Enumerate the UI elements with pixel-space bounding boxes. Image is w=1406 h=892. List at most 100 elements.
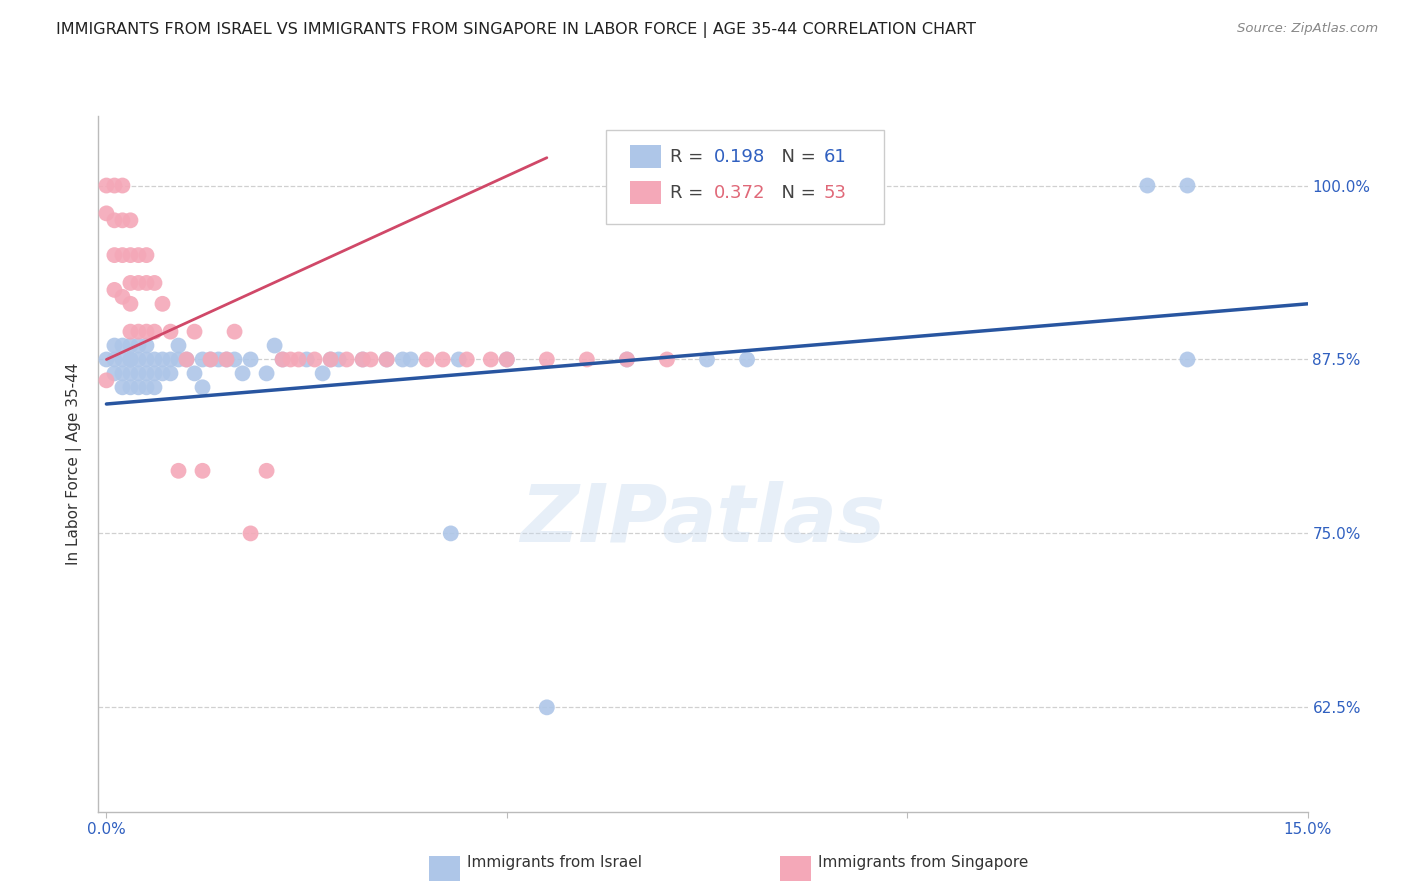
Point: [111, 367, 134, 381]
Point: [432, 352, 454, 367]
Point: [111, 213, 134, 227]
Point: [152, 367, 174, 381]
Point: [352, 352, 374, 367]
Point: [224, 352, 246, 367]
Point: [127, 380, 149, 394]
Point: [120, 367, 142, 381]
Point: [295, 352, 318, 367]
Point: [135, 380, 157, 394]
Point: [120, 297, 142, 311]
Point: [256, 367, 278, 381]
Point: [176, 352, 198, 367]
Point: [96, 373, 118, 387]
Point: [127, 248, 149, 262]
Point: [495, 352, 517, 367]
Point: [536, 700, 558, 714]
Point: [143, 325, 166, 339]
Point: [239, 526, 262, 541]
Point: [352, 352, 374, 367]
Point: [495, 352, 517, 367]
Text: 0.198: 0.198: [714, 148, 765, 166]
Point: [135, 352, 157, 367]
Point: [127, 367, 149, 381]
Point: [735, 352, 758, 367]
Text: N =: N =: [769, 148, 821, 166]
Point: [159, 352, 181, 367]
Point: [152, 352, 174, 367]
Point: [135, 248, 157, 262]
Point: [143, 380, 166, 394]
Point: [207, 352, 229, 367]
Text: R =: R =: [671, 148, 710, 166]
Point: [215, 352, 238, 367]
Point: [336, 352, 359, 367]
Point: [183, 367, 205, 381]
Point: [103, 213, 125, 227]
Point: [111, 380, 134, 394]
Text: Source: ZipAtlas.com: Source: ZipAtlas.com: [1237, 22, 1378, 36]
Point: [328, 352, 350, 367]
Point: [135, 367, 157, 381]
Point: [375, 352, 398, 367]
Point: [479, 352, 502, 367]
Point: [135, 325, 157, 339]
Point: [127, 352, 149, 367]
Point: [287, 352, 309, 367]
Point: [256, 464, 278, 478]
Point: [120, 352, 142, 367]
Text: IMMIGRANTS FROM ISRAEL VS IMMIGRANTS FROM SINGAPORE IN LABOR FORCE | AGE 35-44 C: IMMIGRANTS FROM ISRAEL VS IMMIGRANTS FRO…: [56, 22, 976, 38]
Point: [319, 352, 342, 367]
Point: [120, 338, 142, 352]
Point: [655, 352, 678, 367]
Point: [311, 367, 333, 381]
Point: [224, 325, 246, 339]
FancyBboxPatch shape: [630, 181, 661, 204]
Point: [232, 367, 254, 381]
Point: [120, 213, 142, 227]
Point: [215, 352, 238, 367]
Point: [183, 325, 205, 339]
Point: [263, 338, 285, 352]
Point: [1177, 352, 1199, 367]
Point: [456, 352, 478, 367]
Text: Immigrants from Israel: Immigrants from Israel: [467, 855, 641, 870]
Y-axis label: In Labor Force | Age 35-44: In Labor Force | Age 35-44: [66, 363, 83, 565]
Point: [391, 352, 413, 367]
Point: [239, 352, 262, 367]
Point: [536, 352, 558, 367]
Point: [96, 206, 118, 220]
Point: [143, 352, 166, 367]
Point: [200, 352, 222, 367]
Point: [271, 352, 294, 367]
Point: [120, 352, 142, 367]
Point: [416, 352, 439, 367]
Text: 53: 53: [824, 184, 846, 202]
Point: [143, 276, 166, 290]
Text: R =: R =: [671, 184, 710, 202]
Point: [447, 352, 470, 367]
Point: [360, 352, 382, 367]
Point: [111, 178, 134, 193]
Point: [191, 380, 214, 394]
Point: [120, 325, 142, 339]
Point: [111, 352, 134, 367]
Point: [103, 283, 125, 297]
Point: [191, 352, 214, 367]
Point: [176, 352, 198, 367]
Point: [103, 352, 125, 367]
Point: [167, 464, 190, 478]
Point: [120, 380, 142, 394]
Text: N =: N =: [769, 184, 821, 202]
Point: [167, 338, 190, 352]
Point: [152, 297, 174, 311]
Point: [96, 352, 118, 367]
Point: [111, 290, 134, 304]
Point: [280, 352, 302, 367]
Point: [1177, 178, 1199, 193]
Point: [103, 367, 125, 381]
Point: [1136, 178, 1159, 193]
Point: [159, 325, 181, 339]
Point: [375, 352, 398, 367]
Point: [399, 352, 422, 367]
FancyBboxPatch shape: [630, 145, 661, 169]
